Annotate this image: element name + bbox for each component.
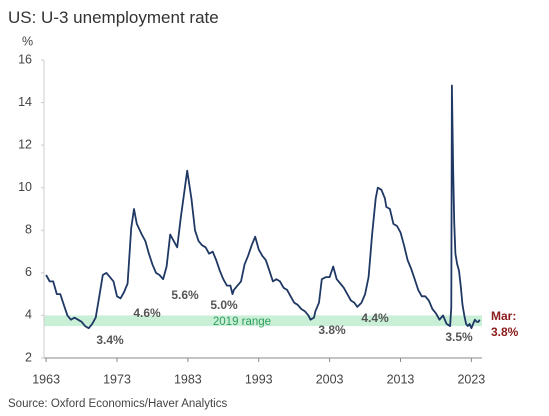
annotation: 3.4% bbox=[96, 333, 124, 347]
end-label: Mar: bbox=[491, 309, 516, 323]
end-label: 3.8% bbox=[491, 325, 519, 339]
band-label: 2019 range bbox=[213, 316, 271, 328]
y-tick-label: 4 bbox=[25, 308, 32, 322]
annotation: 3.5% bbox=[445, 330, 473, 344]
range-band bbox=[44, 315, 482, 327]
y-tick-label: 14 bbox=[18, 95, 32, 109]
x-tick-label: 1983 bbox=[174, 372, 202, 386]
y-tick-label: 12 bbox=[18, 137, 32, 151]
annotation: 3.8% bbox=[318, 323, 346, 337]
x-tick-label: 1993 bbox=[245, 372, 273, 386]
source: Source: Oxford Economics/Haver Analytics bbox=[8, 398, 227, 410]
x-tick-label: 2003 bbox=[316, 372, 344, 386]
line-series bbox=[45, 84, 481, 330]
chart-title: US: U-3 unemployment rate bbox=[8, 8, 219, 27]
annotation: 5.0% bbox=[210, 298, 238, 312]
annotation: 4.4% bbox=[361, 311, 389, 325]
y-tick-label: 2 bbox=[25, 350, 32, 364]
y-tick-label: 8 bbox=[25, 223, 32, 237]
y-unit: % bbox=[22, 34, 33, 48]
x-tick-label: 1973 bbox=[103, 372, 131, 386]
x-tick-label: 2023 bbox=[457, 372, 485, 386]
x-tick-label: 2013 bbox=[387, 372, 415, 386]
y-tick-label: 6 bbox=[25, 265, 32, 279]
annotation: 5.6% bbox=[171, 288, 199, 302]
y-tick-label: 10 bbox=[18, 180, 32, 194]
x-tick-label: 1963 bbox=[32, 372, 60, 386]
annotation: 4.6% bbox=[133, 306, 161, 320]
y-tick-label: 16 bbox=[18, 52, 32, 66]
